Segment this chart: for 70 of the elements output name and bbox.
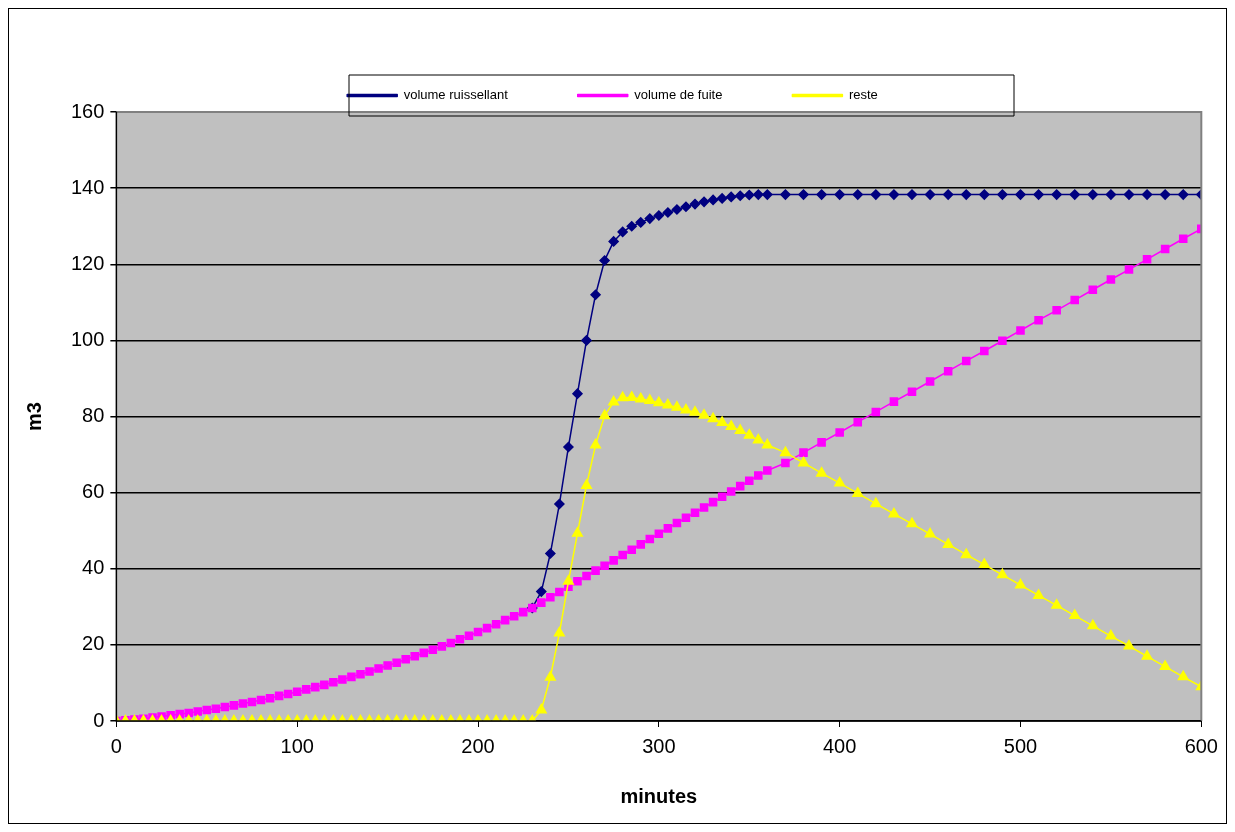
point — [942, 189, 954, 200]
point — [716, 193, 728, 204]
point — [554, 498, 565, 510]
y-axis-title: m3 — [22, 402, 45, 431]
point — [1051, 189, 1062, 200]
point — [635, 217, 647, 228]
point — [725, 191, 737, 203]
y-tick-label: 160 — [70, 99, 105, 122]
point — [1087, 189, 1099, 200]
point — [997, 189, 1008, 200]
point — [979, 189, 990, 200]
point — [680, 201, 692, 213]
x-tick-label: 400 — [822, 734, 857, 757]
y-tick-label: 60 — [82, 480, 105, 503]
legend-label: volume de fuite — [634, 87, 723, 103]
point — [834, 189, 845, 200]
point — [1123, 189, 1135, 200]
point — [888, 189, 900, 200]
point — [1177, 189, 1189, 200]
x-axis-title: minutes — [620, 784, 698, 807]
point — [753, 189, 764, 200]
x-tick-label: 100 — [280, 734, 314, 757]
point — [744, 189, 755, 201]
point — [870, 189, 882, 200]
legend-label: reste — [848, 87, 878, 103]
point — [734, 190, 746, 201]
point — [662, 207, 674, 218]
y-tick-label: 20 — [82, 632, 105, 655]
point — [816, 189, 827, 200]
point — [798, 189, 809, 200]
x-tick-label: 200 — [461, 734, 495, 757]
x-tick-label: 500 — [1003, 734, 1038, 757]
point — [1015, 189, 1026, 200]
point — [960, 189, 972, 200]
point — [1159, 189, 1171, 200]
x-tick-label: 600 — [1184, 734, 1218, 757]
x-tick-label: 0 — [110, 734, 122, 757]
point — [924, 189, 936, 200]
point — [689, 198, 701, 210]
point — [599, 255, 610, 266]
point — [698, 196, 710, 208]
point — [545, 548, 556, 559]
point — [581, 335, 592, 346]
point — [626, 220, 637, 232]
point — [707, 194, 719, 206]
point — [653, 210, 665, 221]
y-tick-label: 80 — [82, 404, 105, 427]
point — [536, 586, 547, 597]
x-tick-label: 300 — [642, 734, 676, 757]
y-tick-label: 140 — [70, 175, 105, 198]
y-tick-label: 40 — [82, 556, 105, 579]
point — [1033, 189, 1044, 200]
point — [608, 236, 619, 247]
point — [563, 441, 574, 453]
point — [906, 189, 918, 200]
legend-label: volume ruissellant — [403, 87, 509, 103]
y-tick-label: 100 — [70, 327, 105, 350]
point — [617, 226, 628, 238]
point — [590, 289, 601, 300]
y-tick-label: 0 — [93, 708, 105, 731]
point — [1105, 189, 1117, 200]
point — [644, 213, 656, 224]
point — [852, 189, 863, 200]
point — [572, 388, 583, 399]
point — [1141, 189, 1153, 200]
point — [780, 189, 791, 200]
y-tick-label: 120 — [70, 251, 105, 274]
point — [762, 189, 773, 200]
point — [671, 204, 683, 215]
point — [1069, 189, 1080, 200]
